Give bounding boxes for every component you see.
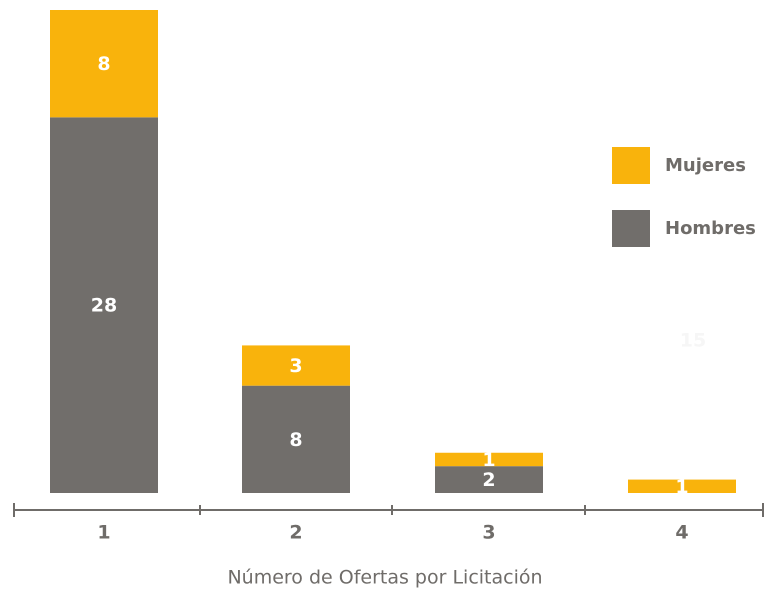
bar-segment — [50, 10, 158, 118]
legend-label: Mujeres — [665, 155, 746, 176]
value-label: 1 — [482, 449, 495, 471]
bar-segment — [628, 479, 736, 493]
value-label: 8 — [97, 53, 110, 75]
x-tick-label: 1 — [97, 522, 110, 544]
x-tick-label: 4 — [675, 522, 688, 544]
legend-label: Hombres — [665, 218, 756, 239]
value-label: 2 — [482, 469, 495, 491]
value-label: 8 — [289, 429, 302, 451]
value-label: 28 — [91, 295, 117, 317]
x-axis-label: Número de Ofertas por Licitación — [227, 567, 542, 589]
bar-segment — [242, 385, 350, 493]
annotation: 15 — [680, 330, 706, 352]
bar-segment — [435, 466, 543, 493]
x-tick-label: 3 — [482, 522, 495, 544]
value-label: 3 — [289, 355, 302, 377]
legend-swatch — [612, 210, 650, 247]
x-tick-label: 2 — [289, 522, 302, 544]
value-label: 1 — [675, 476, 688, 498]
bar-segment — [50, 117, 158, 493]
legend-swatch — [612, 147, 650, 184]
x-axis — [13, 503, 764, 517]
bar-segment — [242, 345, 350, 386]
bar-segment — [435, 452, 543, 467]
